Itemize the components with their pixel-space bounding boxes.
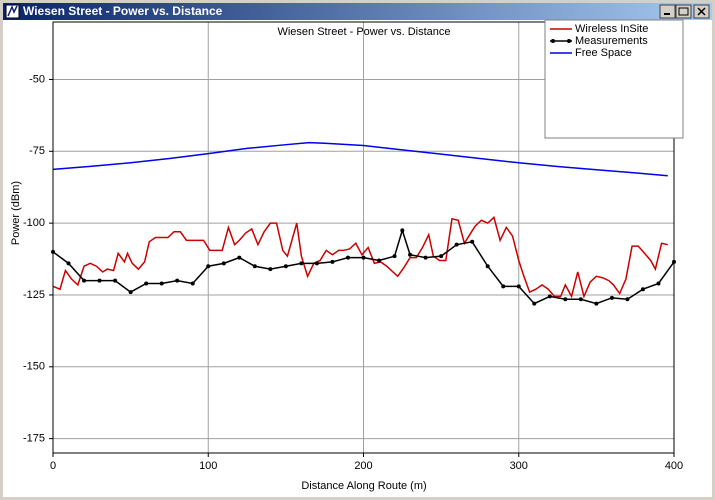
data-point: [377, 258, 382, 263]
data-point: [159, 281, 164, 286]
series-line: [52, 227, 675, 305]
x-tick-label: 100: [199, 460, 217, 472]
data-point: [113, 278, 118, 283]
data-point: [314, 261, 319, 266]
data-point: [547, 294, 552, 299]
data-point: [97, 278, 102, 283]
series-line: [52, 215, 668, 299]
data-point: [392, 254, 397, 259]
data-point: [594, 301, 599, 306]
data-point: [82, 278, 87, 283]
legend-label: Wireless InSite: [575, 23, 648, 35]
series-line: [52, 141, 668, 177]
data-point: [423, 255, 428, 260]
legend-label: Measurements: [575, 35, 648, 47]
data-point: [128, 290, 133, 295]
y-tick-label: -175: [23, 433, 45, 445]
x-tick-label: 0: [50, 460, 56, 472]
data-point: [268, 267, 273, 272]
maximize-glyph: [678, 7, 689, 16]
chart-title: Wiesen Street - Power vs. Distance: [277, 26, 450, 38]
plot-frame: [52, 21, 675, 454]
data-point: [400, 228, 405, 233]
data-point: [609, 295, 614, 300]
data-point: [640, 287, 645, 292]
legend-label: Free Space: [575, 47, 632, 59]
app-icon-glyph: [7, 5, 18, 17]
x-tick-label: 300: [510, 460, 528, 472]
y-tick-label: -150: [23, 361, 45, 373]
plot: [49, 22, 676, 457]
data-point: [175, 278, 180, 283]
close-glyph: [697, 7, 706, 16]
data-point: [330, 259, 335, 264]
data-point: [345, 255, 350, 260]
x-tick-label: 200: [354, 460, 372, 472]
x-axis-label: Distance Along Route (m): [301, 480, 426, 492]
data-point: [252, 264, 257, 269]
data-point: [485, 264, 490, 269]
y-tick-label: -125: [23, 289, 45, 301]
y-axis-label: Power (dBm): [10, 181, 22, 245]
data-point: [299, 261, 304, 266]
data-point: [237, 255, 242, 260]
data-point: [656, 281, 661, 286]
window-title: Wiesen Street - Power vs. Distance: [23, 4, 223, 18]
data-point: [144, 281, 149, 286]
legend-marker: [551, 39, 555, 43]
data-point: [516, 284, 521, 289]
data-point: [563, 297, 568, 302]
window-buttons: [659, 4, 710, 19]
data-point: [221, 261, 226, 266]
maximize-button[interactable]: [675, 4, 692, 19]
minimize-button[interactable]: [659, 4, 676, 19]
data-point: [66, 261, 71, 266]
data-point: [283, 264, 288, 269]
x-tick-label: 400: [665, 460, 683, 472]
data-point: [206, 264, 211, 269]
y-tick-label: -100: [23, 217, 45, 229]
legend-marker: [567, 39, 571, 43]
data-point: [501, 284, 506, 289]
title-bar: [3, 3, 712, 20]
y-tick-label: -50: [29, 73, 45, 85]
data-point: [532, 301, 537, 306]
data-point: [190, 281, 195, 286]
data-point: [439, 254, 444, 259]
data-point: [470, 239, 475, 244]
data-point: [625, 297, 630, 302]
data-point: [361, 255, 366, 260]
data-point: [578, 297, 583, 302]
data-point: [408, 252, 413, 257]
data-point: [454, 242, 459, 247]
y-tick-label: -75: [29, 145, 45, 157]
